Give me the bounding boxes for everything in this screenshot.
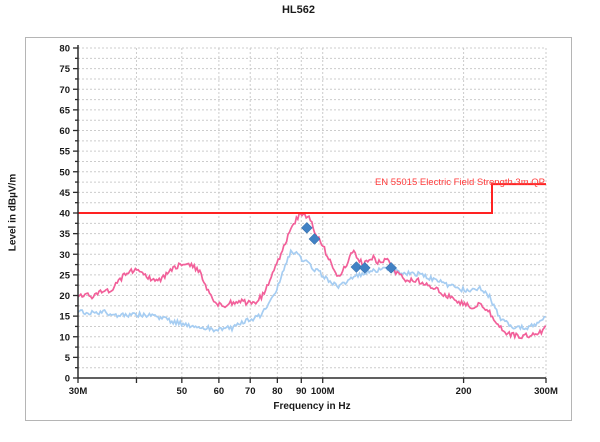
- y-tick-label: 55: [59, 147, 70, 158]
- limit-line: [78, 183, 546, 214]
- y-tick-label: 30: [59, 250, 70, 261]
- y-tick-label: 60: [59, 126, 70, 137]
- y-tick-label: 0: [65, 374, 70, 385]
- y-tick-label: 5: [65, 353, 71, 364]
- chart-title: HL562: [281, 4, 316, 16]
- y-tick-label: 70: [59, 85, 70, 96]
- y-tick-label: 20: [59, 291, 70, 302]
- peak-trace: [77, 212, 547, 341]
- x-tick-label: 60: [214, 386, 225, 397]
- x-tick-label: 100M: [311, 386, 335, 397]
- y-tick-label: 10: [59, 332, 70, 343]
- measurement-marker-diamond: [308, 233, 321, 245]
- measurement-marker-diamond: [358, 262, 371, 274]
- limit-line-label: EN 55015 Electric Field Strength 3m QP: [374, 177, 545, 188]
- y-tick-label: 15: [59, 312, 70, 323]
- y-axis-title: Level in dBµV/m: [7, 173, 19, 252]
- measurement-marker-diamond: [385, 262, 397, 274]
- measurement-marker-diamond: [350, 261, 363, 273]
- x-tick-label: 90: [296, 386, 307, 397]
- y-tick-label: 45: [59, 188, 70, 199]
- y-tick-label: 50: [59, 167, 70, 178]
- y-tick-label: 80: [59, 44, 70, 55]
- y-tick-label: 75: [59, 64, 70, 75]
- x-tick-label: 50: [177, 386, 188, 397]
- x-axis-title: Frequency in Hz: [273, 401, 351, 412]
- x-tick-label: 30M: [69, 386, 88, 397]
- y-tick-label: 35: [59, 229, 70, 240]
- measurement-marker-diamond: [301, 221, 313, 234]
- x-tick-label: 80: [272, 386, 283, 397]
- y-tick-label: 25: [59, 270, 70, 281]
- x-tick-label: 70: [245, 386, 256, 397]
- y-tick-label: 65: [59, 105, 70, 116]
- average-trace: [77, 248, 546, 333]
- x-tick-label: 200: [456, 386, 472, 397]
- x-tick-label: 300M: [534, 386, 558, 397]
- y-tick-label: 40: [59, 209, 70, 220]
